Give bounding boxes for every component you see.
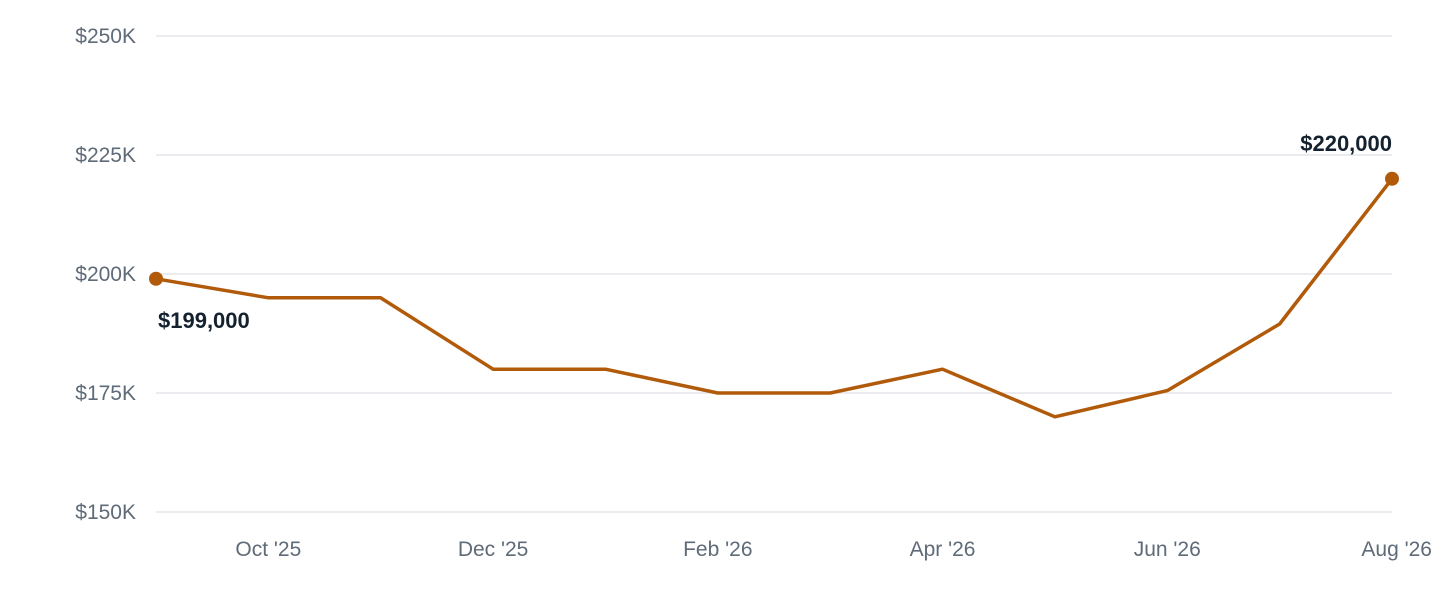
x-tick-label: Feb '26 — [683, 538, 752, 561]
endpoint-marker — [149, 271, 163, 286]
data-label: $220,000 — [1300, 131, 1392, 156]
grid-lines — [156, 35, 1392, 513]
x-tick-label: Aug '26 — [1361, 538, 1432, 561]
endpoint-marker — [1385, 171, 1399, 186]
series-line — [154, 177, 1394, 419]
y-tick-label: $250K — [75, 25, 136, 48]
x-tick-label: Jun '26 — [1134, 538, 1201, 561]
y-tick-label: $225K — [75, 144, 136, 167]
x-axis-labels: Oct '25 Dec '25 Feb '26 Apr '26 Jun '26 Aug '… — [235, 538, 1432, 561]
x-tick-label: Dec '25 — [458, 538, 529, 561]
x-tick-label: Apr '26 — [910, 538, 976, 561]
data-label: $199,000 — [158, 308, 250, 333]
y-tick-label: $150K — [75, 501, 136, 524]
y-axis-labels: $150K $175K $200K $225K $250K — [75, 25, 136, 524]
x-tick-label: Oct '25 — [235, 538, 301, 561]
annotation-layer: $199,000 $220,000 — [158, 131, 1392, 333]
y-tick-label: $175K — [75, 382, 136, 405]
series-layer — [149, 171, 1399, 419]
y-tick-label: $200K — [75, 263, 136, 286]
